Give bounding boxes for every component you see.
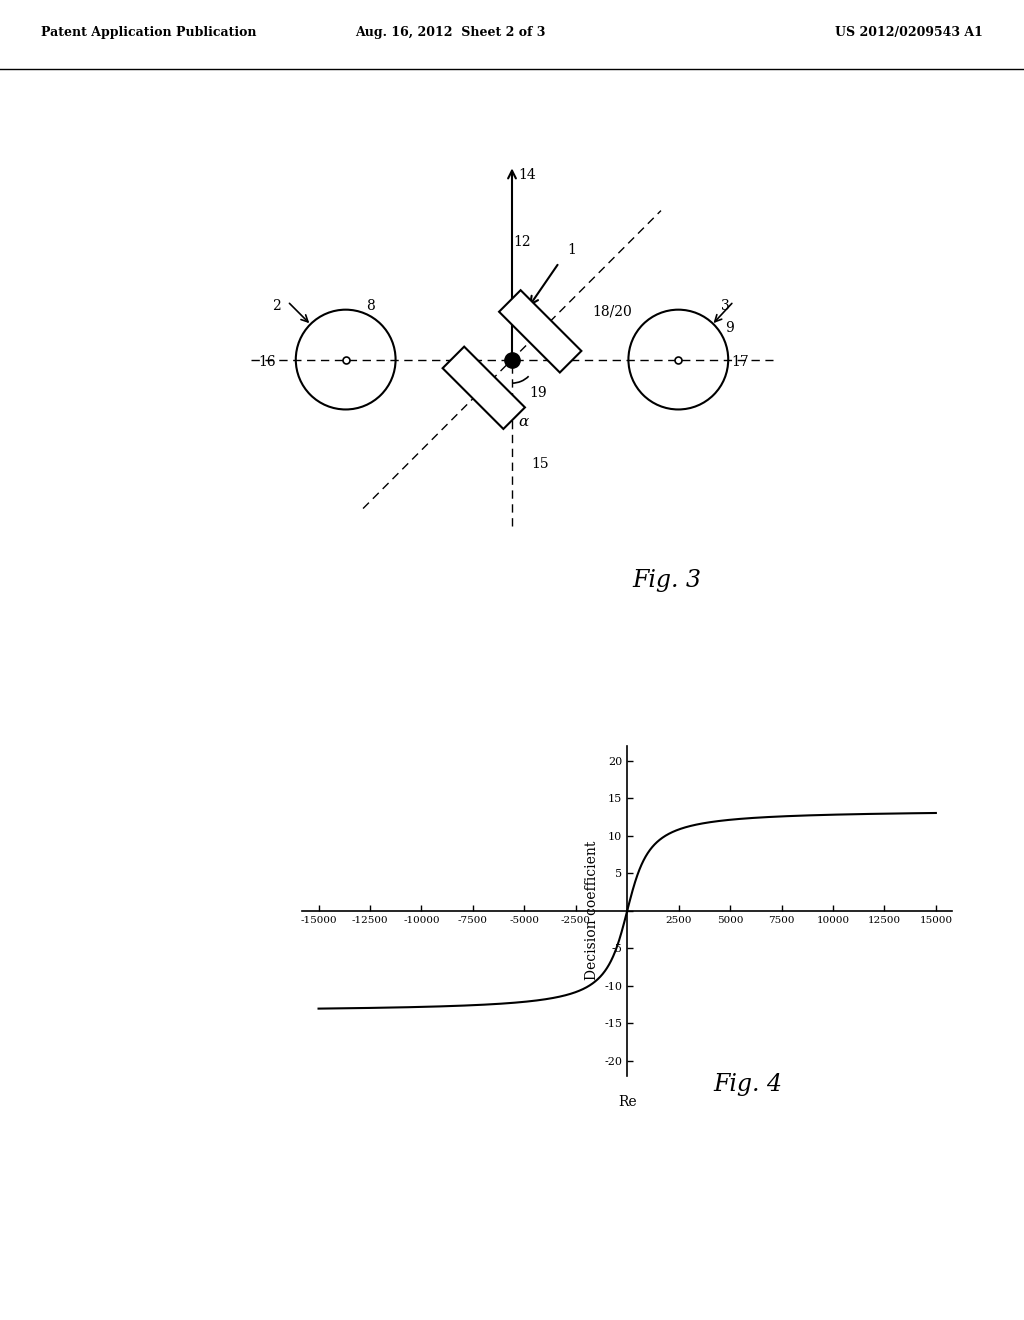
Text: 8: 8	[367, 298, 375, 313]
Y-axis label: Decision coefficient: Decision coefficient	[585, 841, 599, 981]
Text: Aug. 16, 2012  Sheet 2 of 3: Aug. 16, 2012 Sheet 2 of 3	[355, 26, 546, 40]
Text: Re: Re	[617, 1094, 637, 1109]
Text: 14: 14	[518, 169, 537, 182]
Text: 12: 12	[513, 235, 530, 249]
Text: Patent Application Publication: Patent Application Publication	[41, 26, 256, 40]
Text: 16: 16	[259, 355, 276, 370]
Text: 2: 2	[272, 298, 281, 313]
Text: Fig. 4: Fig. 4	[713, 1073, 782, 1096]
Text: 18/20: 18/20	[593, 304, 632, 318]
Polygon shape	[442, 347, 525, 429]
Text: 1: 1	[567, 243, 577, 257]
Text: 17: 17	[731, 355, 749, 370]
Text: 9: 9	[725, 321, 734, 335]
Text: 19: 19	[529, 387, 548, 400]
Polygon shape	[499, 290, 582, 372]
Text: 3: 3	[721, 298, 730, 313]
Text: 15: 15	[531, 457, 549, 471]
Text: US 2012/0209543 A1: US 2012/0209543 A1	[836, 26, 983, 40]
Text: α: α	[518, 414, 528, 429]
Text: Fig. 3: Fig. 3	[633, 569, 701, 591]
